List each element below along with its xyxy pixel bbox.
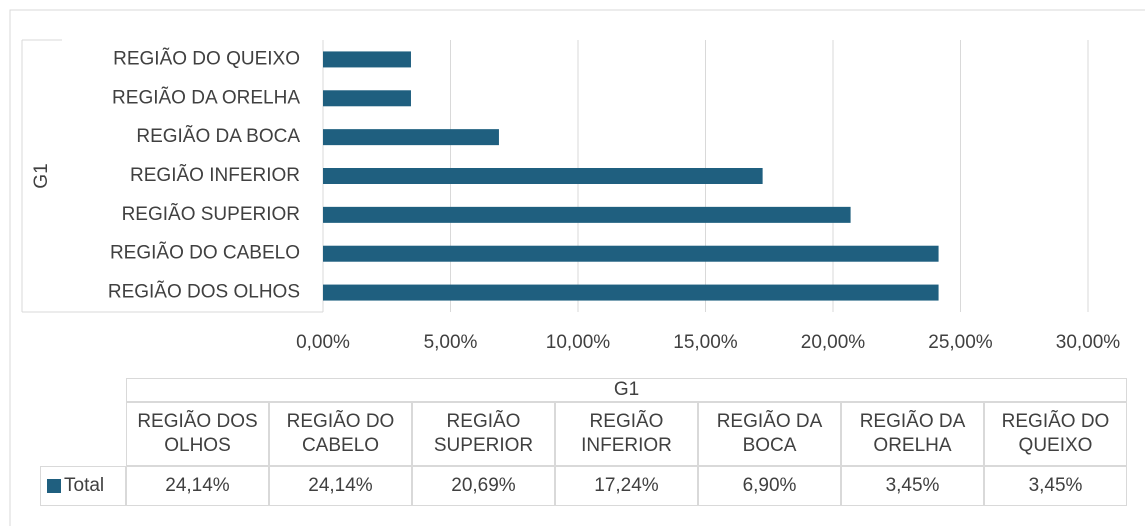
legend-label: Total: [64, 475, 105, 496]
x-tick-label: 25,00%: [928, 332, 993, 353]
x-tick-label: 5,00%: [424, 332, 478, 353]
y-tick-label: REGIÃO SUPERIOR: [122, 203, 300, 225]
table-value: 17,24%: [555, 466, 698, 506]
table-category: REGIÃO DO CABELO: [269, 402, 412, 466]
y-tick-label: REGIÃO DO QUEIXO: [113, 47, 300, 69]
table-category: REGIÃO SUPERIOR: [412, 402, 555, 466]
table-header: G1: [126, 378, 1127, 402]
bar: [323, 168, 763, 184]
table-value: 24,14%: [126, 466, 269, 506]
y-tick-label: REGIÃO DA BOCA: [136, 125, 300, 147]
bar: [323, 245, 939, 262]
table-value: 6,90%: [698, 466, 841, 506]
y-tick-label: REGIÃO DOS OLHOS: [108, 281, 300, 303]
table-value: 20,69%: [412, 466, 555, 506]
table-value: 3,45%: [984, 466, 1127, 506]
y-tick-label: REGIÃO INFERIOR: [130, 164, 300, 186]
table-value: 24,14%: [269, 466, 412, 506]
table-category: REGIÃO DA BOCA: [698, 402, 841, 466]
y-axis-label: G1: [31, 163, 52, 188]
bar: [323, 51, 411, 68]
bar: [323, 284, 939, 301]
bar: [323, 129, 499, 146]
chart-border: [9, 9, 1145, 526]
table-value: 3,45%: [841, 466, 984, 506]
table-category: REGIÃO INFERIOR: [555, 402, 698, 466]
y-tick-label: REGIÃO DA ORELHA: [112, 86, 300, 108]
table-category: REGIÃO DOS OLHOS: [126, 402, 269, 466]
bar: [323, 90, 411, 107]
table-category: REGIÃO DO QUEIXO: [984, 402, 1127, 466]
x-tick-label: 30,00%: [1056, 332, 1121, 353]
legend-entry: Total: [40, 466, 126, 506]
legend-swatch: [47, 479, 61, 493]
x-tick-label: 20,00%: [801, 332, 866, 353]
x-tick-label: 10,00%: [546, 332, 611, 353]
bar: [323, 206, 851, 223]
x-tick-label: 0,00%: [296, 332, 350, 353]
table-category: REGIÃO DA ORELHA: [841, 402, 984, 466]
x-tick-label: 15,00%: [673, 332, 738, 353]
y-tick-label: REGIÃO DO CABELO: [110, 242, 300, 264]
